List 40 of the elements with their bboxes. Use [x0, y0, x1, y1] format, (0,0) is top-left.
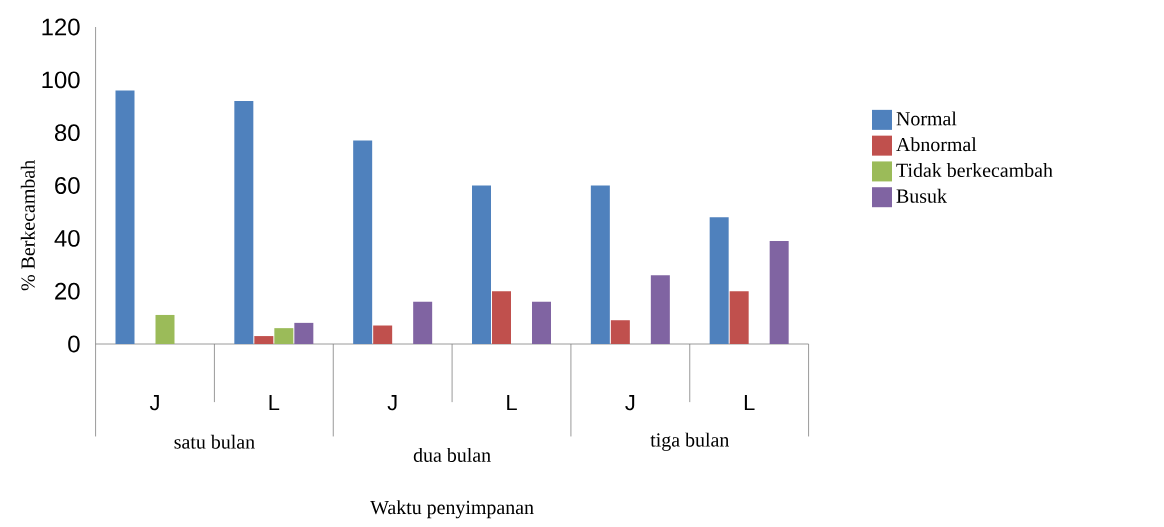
- bar: [650, 275, 670, 344]
- y-tick-label: 100: [42, 71, 80, 89]
- y-tick-label: 20: [55, 282, 80, 300]
- bar: [492, 291, 511, 344]
- bar: [254, 336, 274, 344]
- y-tick-label: 40: [54, 229, 80, 247]
- y-tick-label: 80: [54, 124, 80, 142]
- x-tick-label: J: [387, 395, 397, 411]
- y-tick-label: 120: [42, 18, 80, 36]
- bar: [373, 325, 393, 344]
- bar: [769, 240, 789, 344]
- bar: [590, 185, 610, 344]
- x-tick-label: L: [507, 395, 517, 411]
- x-tick-label: J: [625, 395, 635, 411]
- legend-label: Tidak berkecambah: [896, 163, 1053, 178]
- bar: [353, 140, 373, 344]
- legend-label: Normal: [896, 111, 957, 126]
- text: satu bulan: [174, 434, 255, 449]
- bar: [274, 328, 294, 344]
- bar: [729, 291, 749, 344]
- y-tick-label: 0: [68, 335, 80, 353]
- bar: [234, 100, 254, 344]
- y-tick-label: 60: [55, 177, 80, 194]
- bar: [532, 301, 551, 344]
- bar: [413, 301, 433, 344]
- text: tiga bulan: [650, 432, 730, 451]
- legend-label: Busuk: [896, 188, 947, 203]
- bar: [115, 90, 135, 344]
- bar: [610, 320, 630, 344]
- x-tick-label: L: [269, 395, 280, 411]
- bar: [155, 314, 175, 344]
- text: dua bulan: [413, 447, 491, 462]
- x-tick-label: J: [149, 395, 159, 411]
- bar: [709, 217, 729, 344]
- x-tick-label: L: [744, 395, 755, 411]
- legend-label: Abnormal: [896, 137, 977, 152]
- bar: [294, 322, 314, 344]
- bar: [472, 185, 491, 344]
- x-axis-title: Waktu penyimpanan: [370, 500, 534, 519]
- y-axis-title: % Berkecambah: [20, 160, 35, 291]
